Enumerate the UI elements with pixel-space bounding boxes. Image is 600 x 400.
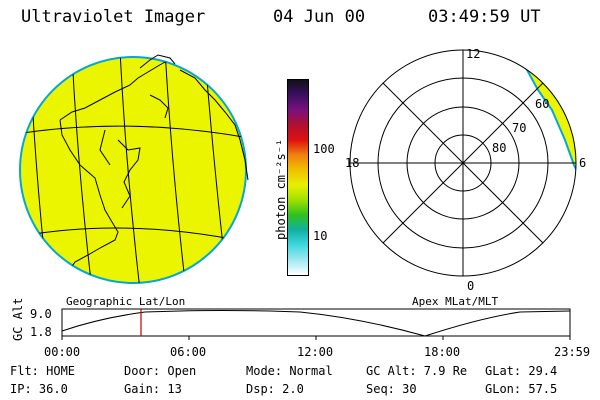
status-flight: Flt: HOME (10, 364, 76, 378)
mlt-label-12: 12 (466, 47, 481, 61)
longitude-line (71, 57, 93, 283)
polar-meridian-diag (382, 82, 544, 244)
coastline (59, 61, 169, 273)
longitude-line (164, 57, 187, 283)
altitude-curve (61, 310, 571, 337)
polar-plot-label: Apex MLat/MLT (412, 295, 499, 308)
lat-label-60: 60 (535, 97, 550, 111)
colorbar-tick-10: 10 (313, 229, 328, 243)
mlt-label-6: 6 (579, 156, 587, 170)
status-ip: IP: 36.0 (10, 382, 68, 396)
latitude-line (20, 125, 246, 141)
lat-label-80: 80 (492, 141, 507, 155)
mlt-label-18: 18 (345, 156, 360, 170)
timeline-x-label: 23:59 (554, 345, 591, 359)
timeline-x-label: 06:00 (170, 345, 207, 359)
timeline-x-label: 00:00 (44, 345, 81, 359)
mlt-label-0: 0 (467, 279, 475, 293)
status-glat: GLat: 29.4 (485, 364, 558, 378)
colorbar-tick-100: 100 (313, 142, 335, 156)
timeline-y-label-min: 1.8 (30, 325, 52, 339)
status-seq: Seq: 30 (366, 382, 417, 396)
timeline-x-label: 12:00 (297, 345, 334, 359)
geographic-map-label: Geographic Lat/Lon (66, 295, 186, 308)
colorbar (287, 79, 309, 276)
header-date: 04 Jun 00 (273, 7, 366, 27)
status-glon: GLon: 57.5 (485, 382, 558, 396)
timeline-x-label: 18:00 (424, 345, 461, 359)
status-gain: Gain: 13 (124, 382, 182, 396)
status-gc-alt: GC Alt: 7.9 Re (366, 364, 468, 378)
status-door: Door: Open (124, 364, 197, 378)
status-mode: Mode: Normal (246, 364, 333, 378)
app-title: Ultraviolet Imager (21, 7, 206, 27)
coastline-outside (139, 54, 249, 181)
header-time: 03:49:59 UT (428, 7, 541, 27)
status-dsp: Dsp: 2.0 (246, 382, 304, 396)
longitude-line (119, 57, 141, 283)
lat-label-70: 70 (512, 121, 527, 135)
timeline-y-label-max: 9.0 (30, 307, 52, 321)
